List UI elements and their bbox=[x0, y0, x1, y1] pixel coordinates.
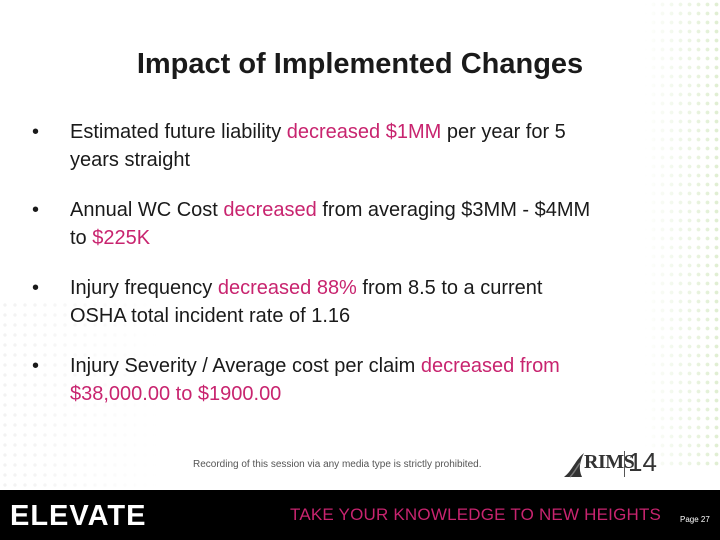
bullet-text: from 8.5 to a current bbox=[356, 277, 543, 299]
bullet-text: Injury frequency bbox=[70, 277, 218, 299]
bullet-text: Annual WC Cost bbox=[70, 199, 224, 221]
elevate-logo: ELEVATE bbox=[10, 500, 146, 532]
elevate-logo-text: ELEVATE bbox=[10, 500, 146, 532]
bullet-highlight: decreased from bbox=[420, 355, 560, 377]
bullet-point-icon: • bbox=[32, 121, 40, 143]
bullet-item-wc-cost: • Annual WC Cost decreased from averagin… bbox=[32, 196, 652, 252]
bullet-text: Estimated future liability bbox=[70, 121, 287, 143]
bullet-point-icon: • bbox=[32, 277, 40, 299]
bullet-highlight: decreased bbox=[223, 199, 317, 221]
decorative-dot-pattern-left bbox=[0, 300, 180, 490]
rims-logo-name: RIMS bbox=[584, 451, 635, 473]
bullet-point-icon: • bbox=[32, 355, 40, 377]
decorative-dot-pattern-right bbox=[640, 0, 720, 470]
bullet-text: to bbox=[70, 227, 93, 249]
bullet-item-severity: • Injury Severity / Average cost per cla… bbox=[32, 352, 652, 408]
bullet-text: OSHA total incident rate of 1.16 bbox=[70, 305, 351, 327]
bullet-highlight: $225K bbox=[92, 227, 151, 249]
bullet-list: • Estimated future liability decreased $… bbox=[32, 118, 652, 430]
bullet-item-liability: • Estimated future liability decreased $… bbox=[32, 118, 652, 174]
bullet-highlight: decreased 88% bbox=[217, 277, 357, 299]
footer-bar bbox=[0, 490, 720, 540]
bullet-point-icon: • bbox=[32, 199, 40, 221]
page-number: Page 27 bbox=[680, 515, 710, 524]
bullet-text: years straight bbox=[70, 149, 191, 171]
rims-logo-divider bbox=[624, 451, 625, 477]
recording-notice: Recording of this session via any media … bbox=[193, 459, 482, 470]
bullet-highlight: decreased $1MM bbox=[286, 121, 442, 143]
rims-swoosh-icon bbox=[564, 453, 584, 478]
bullet-text: per year for 5 bbox=[441, 121, 566, 143]
bullet-highlight: $38,000.00 to $1900.00 bbox=[70, 383, 282, 405]
footer-tagline: TAKE YOUR KNOWLEDGE TO NEW HEIGHTS bbox=[290, 505, 662, 524]
bullet-text: from averaging $3MM - $4MM bbox=[316, 199, 591, 221]
rims-logo-year: 14 bbox=[628, 447, 657, 477]
slide-title: Impact of Implemented Changes bbox=[136, 48, 584, 80]
bullet-item-frequency: • Injury frequency decreased 88% from 8.… bbox=[32, 274, 652, 330]
bullet-text: Injury Severity / Average cost per claim bbox=[70, 355, 421, 377]
